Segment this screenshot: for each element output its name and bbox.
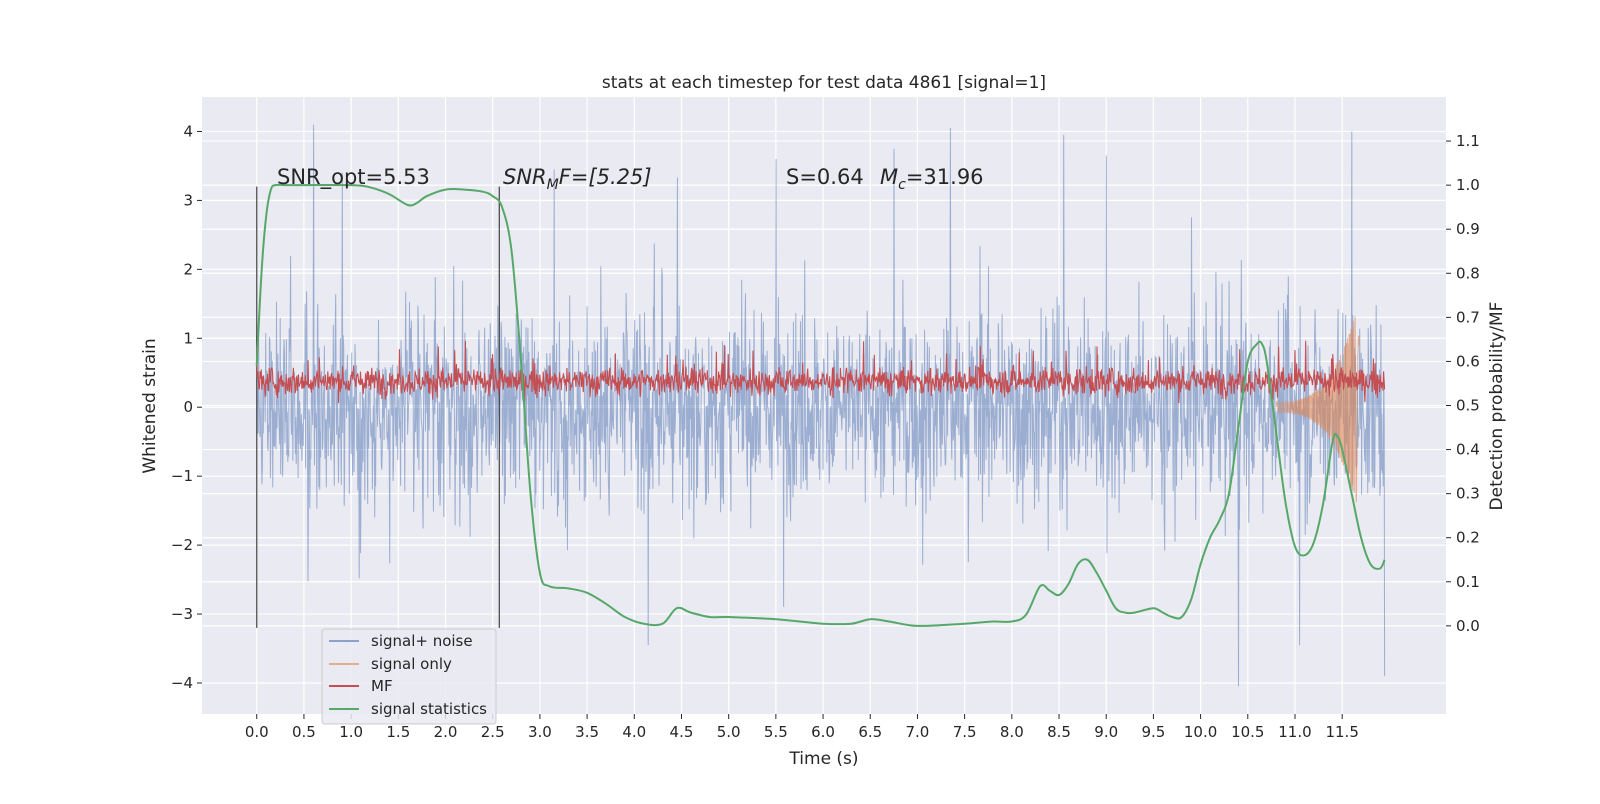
x-tick-labels: 0.0 0.5 1.0 1.5 2.0 2.5 3.0 3.5 4.0 4.5 5.0 5.5 6.0 6… <box>245 714 1359 741</box>
y-right-tick-label: 0.5 <box>1456 397 1480 415</box>
y-right-tick-labels: 0.0 0.1 0.2 0.3 0.4 0.5 0.6 0.7 0.8 0.9 1.0 1.1 <box>1446 132 1480 635</box>
y-tick-label: 1 <box>183 329 193 347</box>
x-tick-label: 6.5 <box>858 723 882 741</box>
vertical-markers <box>256 186 500 628</box>
y-right-tick-label: 0.8 <box>1456 264 1480 282</box>
x-tick-label: 3.0 <box>528 723 552 741</box>
y-right-tick-label: 0.1 <box>1456 573 1480 591</box>
y-right-tick-label: 0.0 <box>1456 617 1480 635</box>
x-axis-label: Time (s) <box>788 749 858 769</box>
x-tick-label: 5.0 <box>717 723 741 741</box>
x-tick-label: 10.0 <box>1184 723 1217 741</box>
x-tick-label: 8.0 <box>1000 723 1024 741</box>
signal-statistics-line <box>255 183 1386 627</box>
x-tick-label: 4.5 <box>670 723 694 741</box>
y-tick-label: −2 <box>171 536 193 554</box>
x-tick-label: 8.5 <box>1047 723 1071 741</box>
legend-box <box>321 628 497 725</box>
y-right-tick-label: 0.6 <box>1456 352 1480 370</box>
y-tick-labels: −4 −3 −2 −1 0 1 2 3 4 <box>171 122 202 692</box>
y-right-tick-label: 1.0 <box>1456 176 1480 194</box>
signal-only-line <box>1275 316 1360 503</box>
legend-label-mf: MF <box>371 677 393 695</box>
x-tick-label: 9.5 <box>1141 723 1165 741</box>
signal-only-series <box>1275 316 1360 503</box>
y-axis-label: Whitened strain <box>140 338 160 473</box>
x-tick-label: 9.0 <box>1094 723 1118 741</box>
y-right-tick-label: 0.4 <box>1456 441 1480 459</box>
y-right-tick-label: 0.7 <box>1456 308 1480 326</box>
legend-label-signal-statistics: signal statistics <box>371 700 487 718</box>
x-tick-label: 0.0 <box>245 723 269 741</box>
signal-noise-line <box>256 124 1386 687</box>
annotation-mc-sub: c <box>898 177 906 193</box>
x-tick-label: 1.0 <box>339 723 363 741</box>
y-right-tick-label: 0.3 <box>1456 485 1480 503</box>
x-tick-label: 11.0 <box>1278 723 1311 741</box>
chart-title: stats at each timestep for test data 486… <box>602 73 1046 93</box>
y-tick-label: 2 <box>183 260 193 278</box>
y-right-axis-label: Detection probability/MF <box>1487 302 1507 511</box>
y-tick-label: 4 <box>183 122 193 140</box>
annotation-snr-mf-main: SNR <box>503 165 547 189</box>
legend-label-signal-only: signal only <box>371 655 452 673</box>
y-tick-label: −1 <box>171 467 193 485</box>
annotation-mc-main: M <box>880 165 898 189</box>
mf-series <box>256 340 1386 404</box>
x-tick-label: 2.5 <box>481 723 505 741</box>
x-tick-label: 5.5 <box>764 723 788 741</box>
y-right-tick-label: 0.9 <box>1456 220 1480 238</box>
signal-statistics-series <box>255 183 1386 627</box>
x-tick-label: 3.5 <box>575 723 599 741</box>
annotation-snr-mf-rest: F=[5.25] <box>559 165 652 189</box>
mf-line <box>256 340 1386 404</box>
annotation-snr-opt: SNR_opt=5.53 <box>277 165 430 190</box>
annotation-snr-mf-sub: M <box>547 177 559 193</box>
x-tick-label: 1.5 <box>386 723 410 741</box>
y-right-tick-label: 0.2 <box>1456 529 1480 547</box>
x-tick-label: 10.5 <box>1231 723 1264 741</box>
signal-noise-series <box>256 124 1386 687</box>
annotation-s: S=0.64 <box>786 165 864 189</box>
x-tick-label: 7.5 <box>953 723 977 741</box>
y-right-tick-label: 1.1 <box>1456 132 1480 150</box>
annotation-snr-mf: SNRMF=[5.25] <box>503 165 652 193</box>
legend-label-signal-noise: signal+ noise <box>371 632 473 650</box>
x-tick-label: 0.5 <box>292 723 316 741</box>
legend: signal+ noise signal only MF signal stat… <box>321 628 497 725</box>
y-tick-label: −3 <box>171 605 193 623</box>
x-tick-label: 11.5 <box>1325 723 1358 741</box>
x-tick-label: 7.0 <box>906 723 930 741</box>
y-tick-label: −4 <box>171 674 193 692</box>
y-tick-label: 3 <box>183 191 193 209</box>
y-tick-label: 0 <box>183 398 193 416</box>
x-tick-label: 6.0 <box>811 723 835 741</box>
x-tick-label: 4.0 <box>622 723 646 741</box>
annotation-mc: Mc=31.96 <box>880 165 984 193</box>
x-tick-label: 2.0 <box>434 723 458 741</box>
annotation-mc-rest: =31.96 <box>906 165 984 189</box>
